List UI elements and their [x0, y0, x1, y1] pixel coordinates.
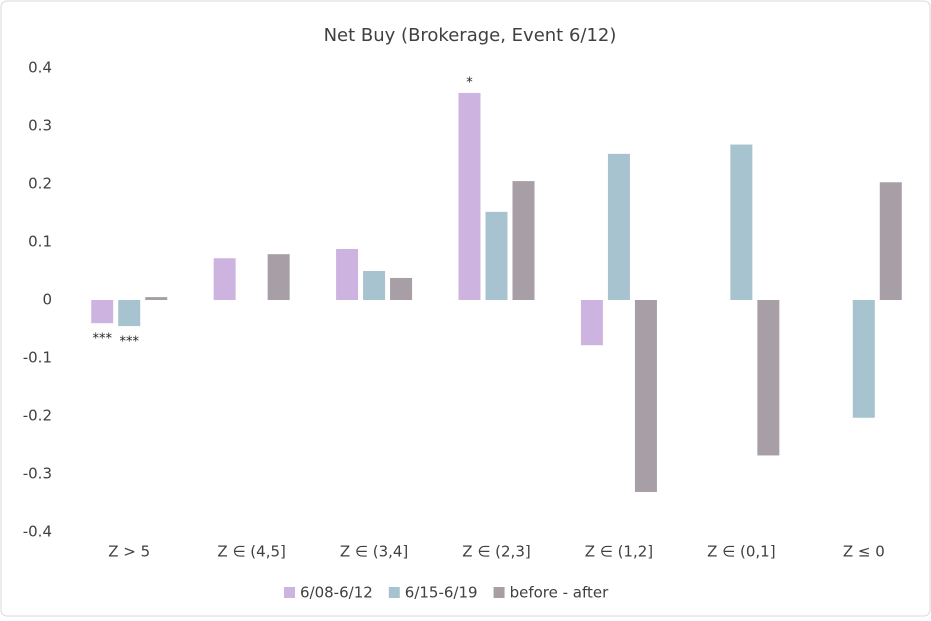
y-tick-label: 0.1	[28, 233, 52, 251]
bar	[363, 271, 386, 300]
x-tick-label: Z ∈ (2,3]	[462, 543, 530, 561]
y-tick-label: -0.4	[23, 523, 52, 541]
legend-label: before - after	[510, 584, 610, 602]
y-tick-label: -0.1	[23, 349, 52, 367]
bar	[145, 297, 168, 300]
annotation: *	[466, 75, 473, 90]
legend-label: 6/15-6/19	[405, 584, 478, 602]
y-tick-label: 0.2	[28, 175, 52, 193]
bar	[580, 300, 603, 346]
bar	[757, 300, 780, 456]
bar	[336, 248, 359, 300]
x-tick-label: Z > 5	[108, 543, 150, 561]
x-tick-label: Z ∈ (1,2]	[585, 543, 653, 561]
bar	[485, 211, 508, 300]
bar	[267, 254, 290, 300]
annotation: ***	[92, 332, 112, 347]
bar	[512, 181, 535, 300]
x-tick-label: Z ∈ (3,4]	[340, 543, 408, 561]
y-tick-label: -0.3	[23, 465, 52, 483]
y-tick-label: 0.3	[28, 117, 52, 135]
annotation: ***	[119, 335, 139, 350]
bar	[730, 144, 753, 300]
x-tick-label: Z ∈ (4,5]	[217, 543, 285, 561]
y-tick-label: -0.2	[23, 407, 52, 425]
legend-label: 6/08-6/12	[300, 584, 373, 602]
x-tick-label: Z ≤ 0	[843, 543, 885, 561]
bar	[390, 277, 413, 300]
bar	[879, 182, 902, 300]
bar	[91, 300, 114, 324]
bar	[634, 300, 657, 492]
y-tick-label: 0	[42, 291, 52, 309]
y-tick-label: 0.4	[28, 59, 52, 77]
bar	[852, 300, 875, 418]
bar	[607, 153, 630, 300]
legend-swatch	[284, 587, 295, 598]
bar	[458, 92, 481, 300]
chart-title: Net Buy (Brokerage, Event 6/12)	[324, 25, 617, 46]
legend-swatch	[388, 587, 400, 598]
x-tick-label: Z ∈ (0,1]	[707, 543, 775, 561]
bar	[118, 300, 141, 327]
bar	[213, 258, 236, 300]
legend-swatch	[493, 587, 505, 598]
